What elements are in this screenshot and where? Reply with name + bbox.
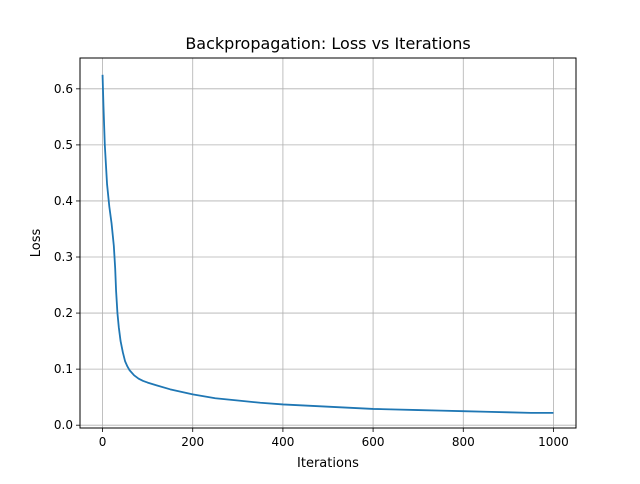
y-tick-label: 0.4	[54, 194, 73, 208]
plot-frame	[79, 57, 577, 429]
y-tick-label: 0.1	[54, 362, 73, 376]
chart-title: Backpropagation: Loss vs Iterations	[185, 34, 470, 53]
y-tick-label: 0.2	[54, 306, 73, 320]
x-tick-label: 600	[362, 435, 385, 449]
x-axis-label: Iterations	[297, 456, 359, 471]
x-tick-label: 1000	[538, 435, 569, 449]
series-layer	[101, 74, 554, 414]
y-tick-label: 0.0	[54, 418, 73, 432]
y-axis-ticks: 0.0 0.1 0.2 0.3 0.4 0.5 0.6	[54, 82, 80, 432]
x-tick-label: 0	[99, 435, 107, 449]
y-tick-label: 0.5	[54, 138, 73, 152]
x-tick-label: 800	[452, 435, 475, 449]
x-tick-label: 200	[181, 435, 204, 449]
y-tick-label: 0.6	[54, 82, 73, 96]
x-tick-label: 400	[271, 435, 294, 449]
grid-lines	[80, 58, 576, 428]
y-axis-label: Loss	[29, 229, 44, 258]
loss-line	[101, 74, 554, 414]
y-tick-label: 0.3	[54, 250, 73, 264]
x-axis-ticks: 0 200 400 600 800 1000	[99, 428, 569, 449]
